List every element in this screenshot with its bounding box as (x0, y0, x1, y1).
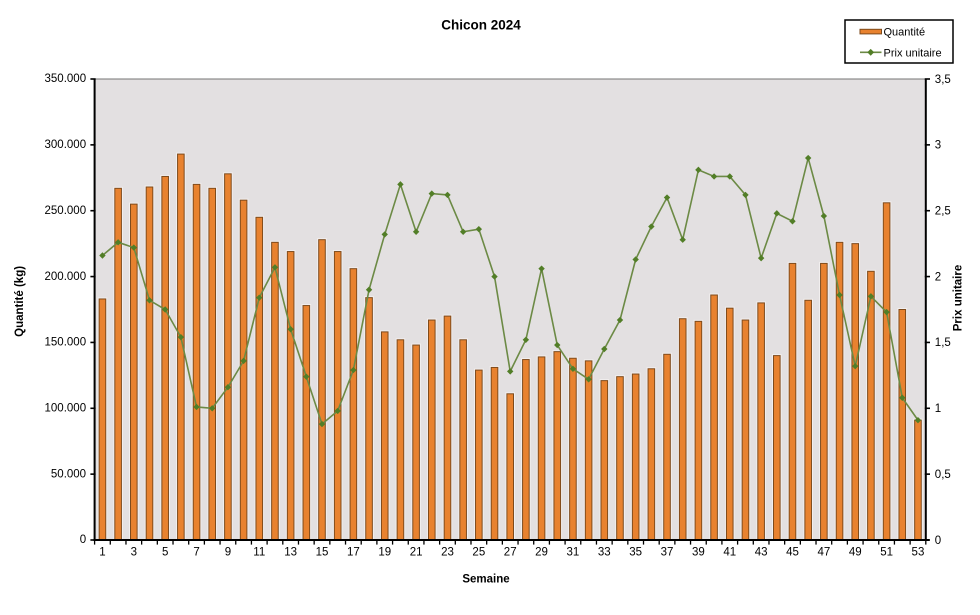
svg-text:2: 2 (935, 271, 941, 283)
svg-text:300.000: 300.000 (45, 139, 87, 151)
svg-text:13: 13 (284, 547, 297, 559)
svg-text:2,5: 2,5 (935, 206, 951, 218)
svg-text:Quantité: Quantité (884, 27, 926, 39)
svg-text:45: 45 (786, 547, 799, 559)
svg-text:53: 53 (912, 547, 925, 559)
svg-text:0: 0 (80, 534, 86, 546)
svg-text:17: 17 (347, 547, 360, 559)
svg-text:Quantité (kg): Quantité (kg) (14, 266, 26, 337)
svg-text:Chicon 2024: Chicon 2024 (441, 17, 521, 32)
svg-text:100.000: 100.000 (45, 402, 87, 414)
svg-text:39: 39 (692, 547, 705, 559)
svg-text:1,5: 1,5 (935, 337, 951, 349)
svg-text:Prix unitaire: Prix unitaire (953, 265, 965, 331)
svg-text:15: 15 (316, 547, 329, 559)
svg-text:29: 29 (535, 547, 548, 559)
svg-text:37: 37 (661, 547, 674, 559)
svg-text:5: 5 (162, 547, 168, 559)
svg-text:3: 3 (935, 140, 941, 152)
svg-text:31: 31 (567, 547, 580, 559)
svg-text:11: 11 (253, 547, 265, 559)
svg-text:200.000: 200.000 (45, 271, 87, 283)
svg-text:43: 43 (755, 547, 768, 559)
svg-text:35: 35 (629, 547, 642, 559)
svg-text:21: 21 (410, 547, 423, 559)
svg-text:47: 47 (817, 547, 830, 559)
svg-text:23: 23 (441, 547, 454, 559)
svg-text:27: 27 (504, 547, 517, 559)
svg-text:41: 41 (723, 547, 736, 559)
svg-text:Semaine: Semaine (462, 574, 509, 586)
svg-text:33: 33 (598, 547, 611, 559)
svg-text:19: 19 (378, 547, 391, 559)
svg-text:3: 3 (131, 547, 137, 559)
svg-text:1: 1 (935, 403, 941, 415)
svg-text:7: 7 (193, 547, 199, 559)
svg-text:150.000: 150.000 (45, 337, 87, 349)
svg-text:0,5: 0,5 (935, 469, 951, 481)
svg-text:250.000: 250.000 (45, 205, 87, 217)
svg-text:49: 49 (849, 547, 862, 559)
svg-text:3,5: 3,5 (935, 74, 951, 86)
svg-text:350.000: 350.000 (45, 73, 87, 85)
svg-text:1: 1 (99, 547, 105, 559)
svg-text:51: 51 (880, 547, 893, 559)
svg-text:50.000: 50.000 (51, 468, 86, 480)
svg-text:9: 9 (225, 547, 231, 559)
svg-text:Prix unitaire: Prix unitaire (884, 48, 942, 60)
svg-text:25: 25 (472, 547, 485, 559)
svg-text:0: 0 (935, 535, 941, 547)
